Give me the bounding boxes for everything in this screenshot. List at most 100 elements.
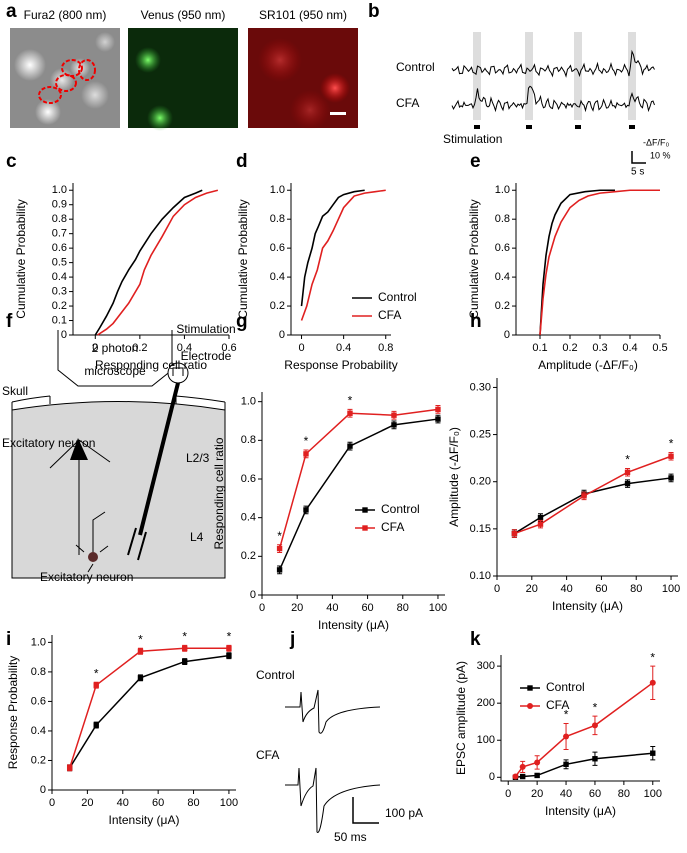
scale-label: 50 ms <box>334 830 367 844</box>
y-tick-label: 0.2 <box>52 300 67 312</box>
marker <box>591 722 598 729</box>
significance-mark: * <box>669 437 674 451</box>
legend-marker <box>527 685 533 691</box>
y-tick-label: 0.3 <box>52 285 67 297</box>
epsc-drawing <box>285 689 381 833</box>
x-tick-label: 100 <box>220 797 238 809</box>
x-tick-label: 40 <box>326 602 338 614</box>
legend-label: CFA <box>378 308 401 322</box>
x-tick-label: 0 <box>92 342 98 354</box>
diagram-label: L2/3 <box>186 451 210 465</box>
x-tick-label: 100 <box>662 583 680 595</box>
panel-label: i <box>6 629 11 650</box>
image-fura2 <box>10 28 120 128</box>
y-axis-label: Responding cell ratio <box>212 437 226 549</box>
panel-label: d <box>236 151 248 172</box>
image-venus <box>128 28 238 131</box>
stimulation-window <box>628 32 636 120</box>
marker <box>93 682 99 688</box>
legend-marker <box>362 507 368 513</box>
image-sr101-part <box>258 38 302 82</box>
significance-mark: * <box>304 434 309 448</box>
x-tick-label: 0.4 <box>336 342 351 354</box>
marker <box>592 756 598 762</box>
fluorescence-trace <box>451 85 655 113</box>
y-tick-label: 0.8 <box>495 213 510 225</box>
y-tick-label: 0.6 <box>241 473 256 485</box>
trace-label: Control <box>396 60 435 74</box>
y-tick-label: 0.6 <box>31 695 46 707</box>
series-line <box>539 189 660 336</box>
legend-label: Control <box>378 290 417 304</box>
image-fura2-part <box>14 49 46 81</box>
panel-label: c <box>6 151 17 172</box>
x-axis-label: Intensity (μA) <box>545 804 616 818</box>
y-tick-label: 0.4 <box>495 271 510 283</box>
marker <box>137 675 144 681</box>
marker <box>303 451 309 457</box>
significance-mark: * <box>593 700 598 714</box>
y-axis-label: Cumulative Probability <box>236 199 250 318</box>
marker <box>537 514 544 521</box>
x-tick-label: 80 <box>618 788 630 800</box>
y-tick-label: 0.6 <box>495 242 510 254</box>
diagram-label: Excitatory neuron <box>2 436 95 450</box>
y-tick-label: 0.15 <box>470 523 491 535</box>
x-tick-label: 0.2 <box>562 342 577 354</box>
diagram-drawing-part <box>49 439 111 556</box>
y-tick-label: 0.10 <box>470 570 491 582</box>
axis-line <box>72 183 229 336</box>
y-axis-label: Cumulative Probability <box>467 199 481 318</box>
legend-marker <box>527 703 533 709</box>
epsc-drawing-part <box>285 767 381 833</box>
y-tick-label: 1.0 <box>270 184 285 196</box>
marker <box>181 645 188 651</box>
stimulation-tick <box>575 125 581 129</box>
y-tick-label: 0 <box>489 771 495 783</box>
marker <box>226 645 232 651</box>
axis-line <box>515 183 660 336</box>
y-tick-label: 0.1 <box>52 314 67 326</box>
trace-label: CFA <box>396 96 419 110</box>
y-tick-label: 0.2 <box>31 754 46 766</box>
image-title: SR101 (950 nm) <box>259 8 347 22</box>
x-tick-label: 80 <box>397 602 409 614</box>
image-fura2-part <box>61 59 83 77</box>
x-tick-label: 0.5 <box>652 342 667 354</box>
diagram-drawing-part <box>11 396 226 410</box>
y-tick-label: 0.8 <box>52 213 67 225</box>
x-axis-label: Intensity (μA) <box>318 618 389 632</box>
diagram-label: microscope <box>84 364 146 378</box>
y-tick-label: 0.2 <box>270 300 285 312</box>
significance-mark: * <box>138 632 143 646</box>
y-tick-label: 0.4 <box>241 512 256 524</box>
image-sr101 <box>248 28 358 130</box>
panel-label: e <box>470 151 481 172</box>
image-fura2-part <box>95 32 115 52</box>
marker <box>347 410 353 416</box>
panel-label: g <box>236 311 248 332</box>
x-axis-label: Amplitude (-ΔF/F₀) <box>538 358 638 372</box>
diagram-drawing-part <box>11 401 226 579</box>
marker <box>512 773 519 780</box>
scale-label: -ΔF/F₀ <box>643 137 670 147</box>
significance-mark: * <box>625 453 630 467</box>
y-axis-label: Response Probability <box>6 656 20 769</box>
x-tick-label: 20 <box>81 797 93 809</box>
marker <box>391 422 397 428</box>
marker <box>624 480 631 487</box>
legend-marker <box>362 525 368 531</box>
marker <box>668 475 674 481</box>
x-tick-label: 0.8 <box>378 342 393 354</box>
x-tick-label: 0.1 <box>532 342 547 354</box>
stimulation-tick <box>526 125 532 129</box>
x-axis-label: Response Probability <box>284 358 397 372</box>
scale-label: 5 s <box>631 167 644 178</box>
significance-mark: * <box>94 666 99 680</box>
x-tick-label: 0 <box>49 797 55 809</box>
y-tick-label: 200 <box>477 697 495 709</box>
significance-mark: * <box>227 630 232 644</box>
significance-mark: * <box>650 650 655 664</box>
diagram-drawing-part <box>57 330 173 387</box>
diagram-label: Stimulation <box>176 322 235 336</box>
